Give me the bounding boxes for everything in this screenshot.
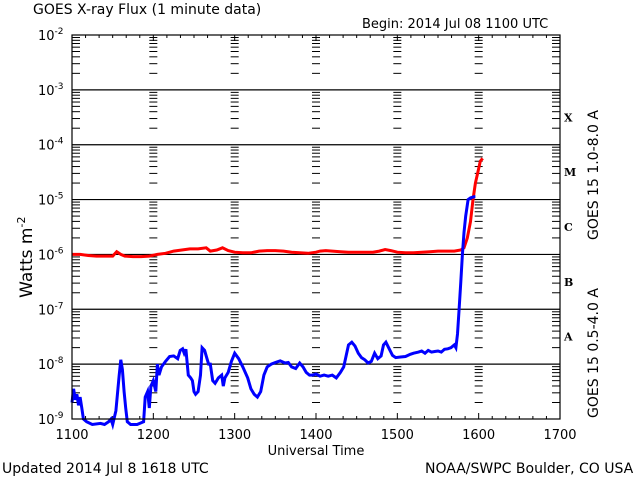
- chart-title: GOES X-ray Flux (1 minute data): [33, 2, 262, 18]
- plot-frame: [71, 34, 561, 420]
- data-series: [70, 157, 484, 431]
- flare-class-labels: X M C B A: [563, 111, 576, 343]
- x-tick-label: 1600: [462, 428, 495, 443]
- legend-long-channel: GOES 15 1.0-8.0 A: [586, 110, 602, 240]
- y-tick-exponent: -8: [55, 356, 64, 366]
- y-tick-label: 10-5: [38, 192, 64, 209]
- y-tick-exponent: -6: [55, 246, 64, 256]
- y-tick-exponent: -3: [55, 82, 64, 92]
- long-channel-line: [72, 157, 484, 259]
- y-tick-label: 10-9: [38, 411, 64, 428]
- y-tick-exponent: -7: [55, 301, 64, 311]
- x-tick-label: 1400: [299, 428, 332, 443]
- y-tick-label: 10-7: [38, 301, 64, 318]
- x-tick-labels: 1100 1200 1300 1400 1500 1600 1700: [55, 428, 576, 443]
- flare-class-b: B: [564, 276, 573, 289]
- updated-timestamp: Updated 2014 Jul 8 1618 UTC: [2, 461, 209, 477]
- y-tick-labels: 10-2 10-3 10-4 10-5 10-6 10-7 10-8 10-9: [38, 27, 64, 428]
- x-tick-label: 1500: [381, 428, 414, 443]
- legend: GOES 15 1.0-8.0 A GOES 15 0.5-4.0 A: [586, 110, 602, 418]
- x-tick-label: 1700: [543, 428, 576, 443]
- flare-class-a: A: [563, 331, 573, 344]
- flare-class-m: M: [564, 166, 576, 179]
- x-tick-label: 1300: [218, 428, 251, 443]
- begin-time-label: Begin: 2014 Jul 08 1100 UTC: [362, 17, 549, 32]
- y-tick-label: 10-8: [38, 356, 64, 373]
- flare-class-x: X: [564, 111, 573, 124]
- x-axis-title: Universal Time: [268, 444, 365, 459]
- x-tick-label: 1200: [137, 428, 170, 443]
- x-tick-label: 1100: [55, 428, 88, 443]
- y-tick-label: 10-6: [38, 246, 64, 263]
- flare-class-c: C: [564, 221, 573, 234]
- y-tick-label: 10-3: [38, 82, 64, 99]
- credit-label: NOAA/SWPC Boulder, CO USA: [425, 461, 634, 477]
- y-tick-exponent: -4: [55, 137, 64, 147]
- gridlines: [72, 89, 560, 365]
- y-tick-exponent: -5: [55, 192, 64, 202]
- short-channel-line: [70, 195, 476, 431]
- y-tick-exponent: -2: [55, 27, 64, 37]
- axis-ticks: [72, 35, 560, 419]
- y-tick-label: 10-4: [38, 137, 64, 154]
- legend-short-channel: GOES 15 0.5-4.0 A: [586, 288, 602, 418]
- y-tick-exponent: -9: [55, 411, 64, 421]
- y-tick-label: 10-2: [38, 27, 64, 44]
